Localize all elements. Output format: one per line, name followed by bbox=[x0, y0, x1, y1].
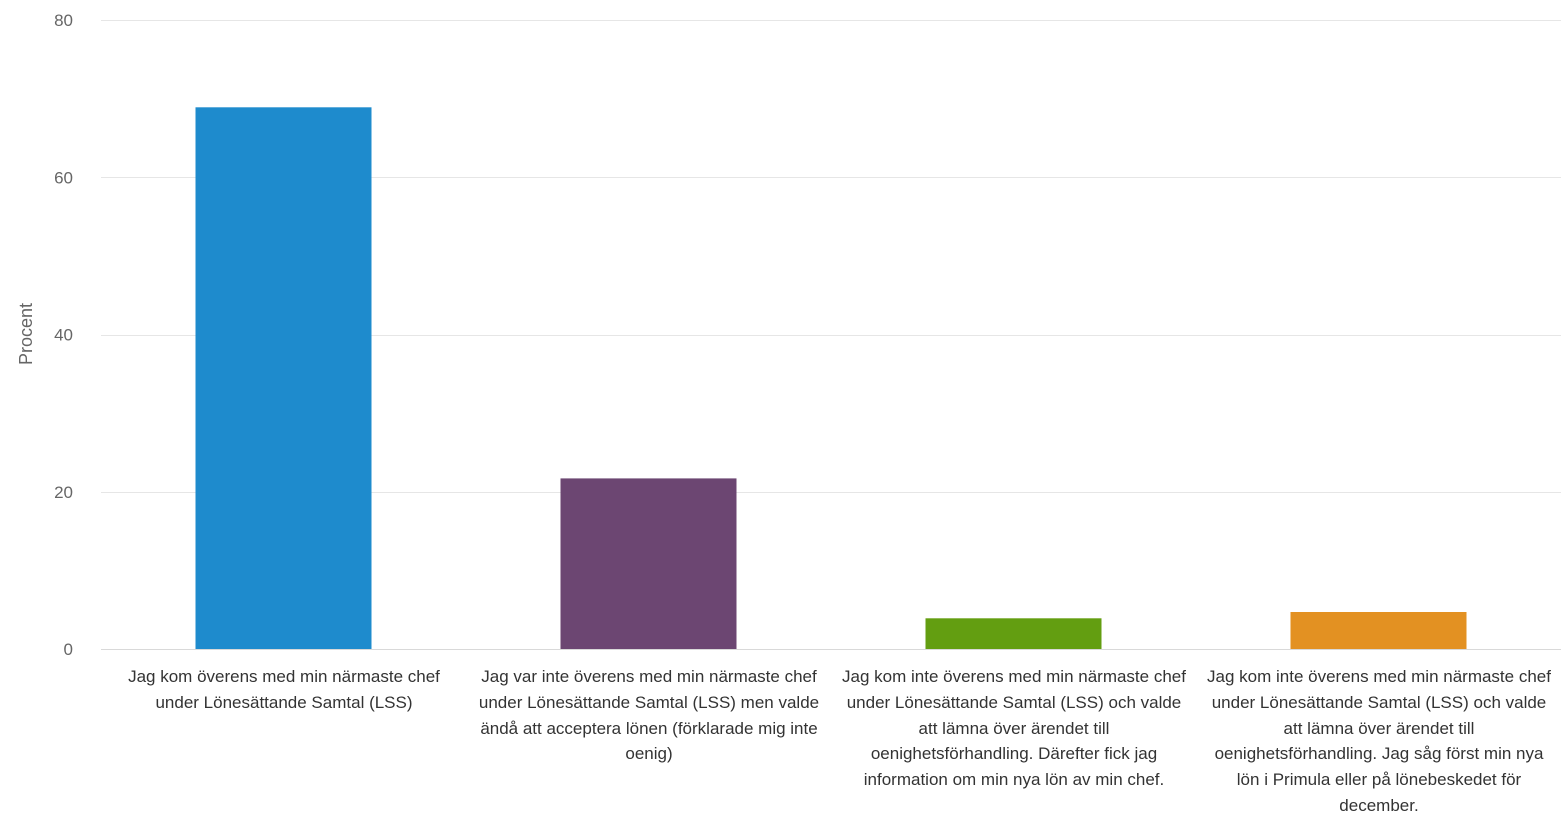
category-label-4: Jag kom inte överens med min närmaste ch… bbox=[1207, 667, 1551, 815]
bar-4 bbox=[1290, 612, 1467, 649]
category-label-3: Jag kom inte överens med min närmaste ch… bbox=[842, 667, 1186, 790]
y-axis-ticks: 0 20 40 60 80 bbox=[54, 11, 73, 659]
bar-3 bbox=[925, 618, 1102, 649]
category-label-2: Jag var inte överens med min närmaste ch… bbox=[478, 667, 820, 764]
category-label-1: Jag kom överens med min närmaste chef un… bbox=[128, 667, 440, 712]
bar-2 bbox=[560, 478, 737, 649]
y-axis-title: Procent bbox=[16, 303, 36, 365]
y-tick-label: 20 bbox=[54, 483, 73, 502]
y-tick-label: 60 bbox=[54, 168, 73, 187]
bar-1 bbox=[195, 107, 372, 650]
y-tick-label: 80 bbox=[54, 11, 73, 30]
bars bbox=[195, 107, 1467, 650]
y-tick-label: 0 bbox=[64, 640, 73, 659]
y-tick-label: 40 bbox=[54, 326, 73, 345]
